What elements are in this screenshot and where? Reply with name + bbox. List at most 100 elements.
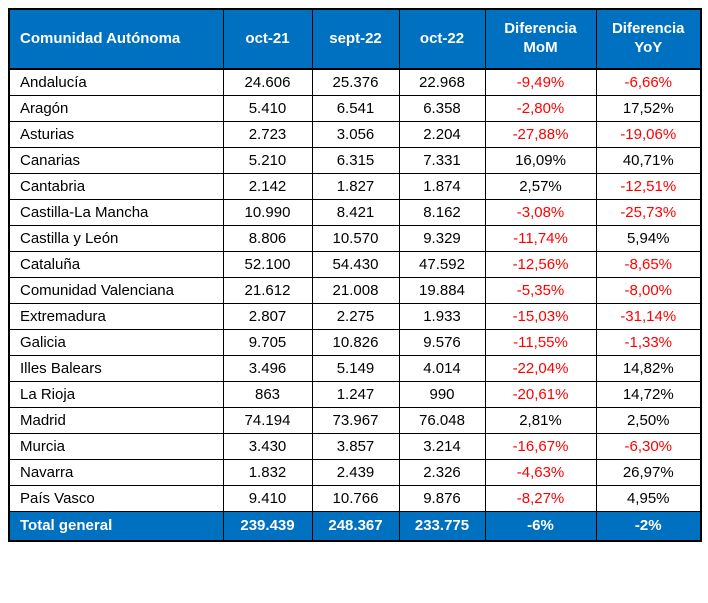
total-label: Total general (8, 510, 224, 542)
community-name: Andalucía (8, 68, 224, 96)
value-sept22: 3.857 (311, 432, 400, 460)
value-oct21: 863 (222, 380, 313, 408)
community-name: Cataluña (8, 250, 224, 278)
table-row: Aragón 5.410 6.541 6.358 -2,80% 17,52% (8, 94, 702, 122)
table-row: Castilla y León 8.806 10.570 9.329 -11,74% 5,… (8, 224, 702, 252)
value-oct22: 9.876 (398, 484, 486, 512)
value-diferencia-mom: -20,61% (484, 380, 597, 408)
community-name: Illes Balears (8, 354, 224, 382)
value-diferencia-yoy: -6,66% (595, 68, 702, 96)
header-diferencia-mom: Diferencia MoM (484, 8, 597, 70)
community-name: Extremadura (8, 302, 224, 330)
community-name: Castilla-La Mancha (8, 198, 224, 226)
value-oct21: 3.496 (222, 354, 313, 382)
value-sept22: 3.056 (311, 120, 400, 148)
value-diferencia-yoy: 40,71% (595, 146, 702, 174)
value-diferencia-mom: -12,56% (484, 250, 597, 278)
value-oct21: 24.606 (222, 68, 313, 96)
value-diferencia-yoy: -8,65% (595, 250, 702, 278)
value-diferencia-yoy: -31,14% (595, 302, 702, 330)
value-sept22: 73.967 (311, 406, 400, 434)
total-yoy: -2% (595, 510, 702, 542)
value-diferencia-yoy: 5,94% (595, 224, 702, 252)
value-diferencia-yoy: -12,51% (595, 172, 702, 200)
value-diferencia-mom: 2,57% (484, 172, 597, 200)
table-row: Illes Balears 3.496 5.149 4.014 -22,04% 14,82… (8, 354, 702, 382)
value-diferencia-mom: 16,09% (484, 146, 597, 174)
value-oct22: 9.576 (398, 328, 486, 356)
community-name: Aragón (8, 94, 224, 122)
value-sept22: 10.570 (311, 224, 400, 252)
community-name: País Vasco (8, 484, 224, 512)
value-diferencia-mom: -22,04% (484, 354, 597, 382)
value-sept22: 5.149 (311, 354, 400, 382)
header-oct-22: oct-22 (398, 8, 486, 70)
community-name: Madrid (8, 406, 224, 434)
table-row: Cantabria 2.142 1.827 1.874 2,57% -12,51% (8, 172, 702, 200)
header-comunidad-autonoma: Comunidad Autónoma (8, 8, 224, 70)
value-oct21: 5.410 (222, 94, 313, 122)
header-sept-22: sept-22 (311, 8, 400, 70)
value-diferencia-mom: -11,74% (484, 224, 597, 252)
table-row: Castilla-La Mancha 10.990 8.421 8.162 -3,08%… (8, 198, 702, 226)
community-name: Canarias (8, 146, 224, 174)
value-diferencia-yoy: 14,72% (595, 380, 702, 408)
value-oct21: 2.142 (222, 172, 313, 200)
header-diferencia-yoy: Diferencia YoY (595, 8, 702, 70)
value-oct21: 2.807 (222, 302, 313, 330)
table-row: Navarra 1.832 2.439 2.326 -4,63% 26,97% (8, 458, 702, 486)
value-diferencia-yoy: 17,52% (595, 94, 702, 122)
value-diferencia-mom: -11,55% (484, 328, 597, 356)
table-row: Andalucía 24.606 25.376 22.968 -9,49% -6,66% (8, 68, 702, 96)
value-oct21: 3.430 (222, 432, 313, 460)
value-sept22: 1.827 (311, 172, 400, 200)
value-diferencia-yoy: 4,95% (595, 484, 702, 512)
value-diferencia-mom: -16,67% (484, 432, 597, 460)
value-oct21: 21.612 (222, 276, 313, 304)
value-oct21: 52.100 (222, 250, 313, 278)
total-row: Total general 239.439 248.367 233.775 -6… (8, 510, 702, 542)
value-oct22: 47.592 (398, 250, 486, 278)
value-diferencia-yoy: 26,97% (595, 458, 702, 486)
value-oct21: 2.723 (222, 120, 313, 148)
value-diferencia-yoy: 14,82% (595, 354, 702, 382)
total-oct22: 233.775 (398, 510, 486, 542)
value-sept22: 6.315 (311, 146, 400, 174)
table-row: País Vasco 9.410 10.766 9.876 -8,27% 4,95% (8, 484, 702, 512)
value-oct22: 22.968 (398, 68, 486, 96)
total-sept22: 248.367 (311, 510, 400, 542)
value-diferencia-mom: -2,80% (484, 94, 597, 122)
value-diferencia-yoy: -8,00% (595, 276, 702, 304)
community-name: Galicia (8, 328, 224, 356)
value-oct22: 990 (398, 380, 486, 408)
value-diferencia-mom: -9,49% (484, 68, 597, 96)
community-name: La Rioja (8, 380, 224, 408)
value-sept22: 6.541 (311, 94, 400, 122)
header-row: Comunidad Autónoma oct-21 sept-22 oct-22… (8, 8, 702, 70)
community-name: Comunidad Valenciana (8, 276, 224, 304)
table-footer: Total general 239.439 248.367 233.775 -6… (8, 510, 702, 542)
table-row: Asturias 2.723 3.056 2.204 -27,88% -19,06% (8, 120, 702, 148)
table-body: Andalucía 24.606 25.376 22.968 -9,49% -6,66% A… (8, 68, 702, 512)
value-oct22: 2.326 (398, 458, 486, 486)
value-diferencia-yoy: -6,30% (595, 432, 702, 460)
community-name: Asturias (8, 120, 224, 148)
value-diferencia-mom: -27,88% (484, 120, 597, 148)
value-sept22: 10.766 (311, 484, 400, 512)
table-row: La Rioja 863 1.247 990 -20,61% 14,72% (8, 380, 702, 408)
value-oct22: 2.204 (398, 120, 486, 148)
value-oct22: 6.358 (398, 94, 486, 122)
value-oct22: 3.214 (398, 432, 486, 460)
table-row: Canarias 5.210 6.315 7.331 16,09% 40,71% (8, 146, 702, 174)
value-oct21: 5.210 (222, 146, 313, 174)
table-row: Cataluña 52.100 54.430 47.592 -12,56% -8,65% (8, 250, 702, 278)
value-diferencia-mom: -3,08% (484, 198, 597, 226)
value-oct22: 1.933 (398, 302, 486, 330)
total-mom: -6% (484, 510, 597, 542)
data-table: Comunidad Autónoma oct-21 sept-22 oct-22… (8, 8, 702, 542)
table-row: Galicia 9.705 10.826 9.576 -11,55% -1,33% (8, 328, 702, 356)
total-oct21: 239.439 (222, 510, 313, 542)
value-sept22: 21.008 (311, 276, 400, 304)
value-diferencia-mom: -4,63% (484, 458, 597, 486)
